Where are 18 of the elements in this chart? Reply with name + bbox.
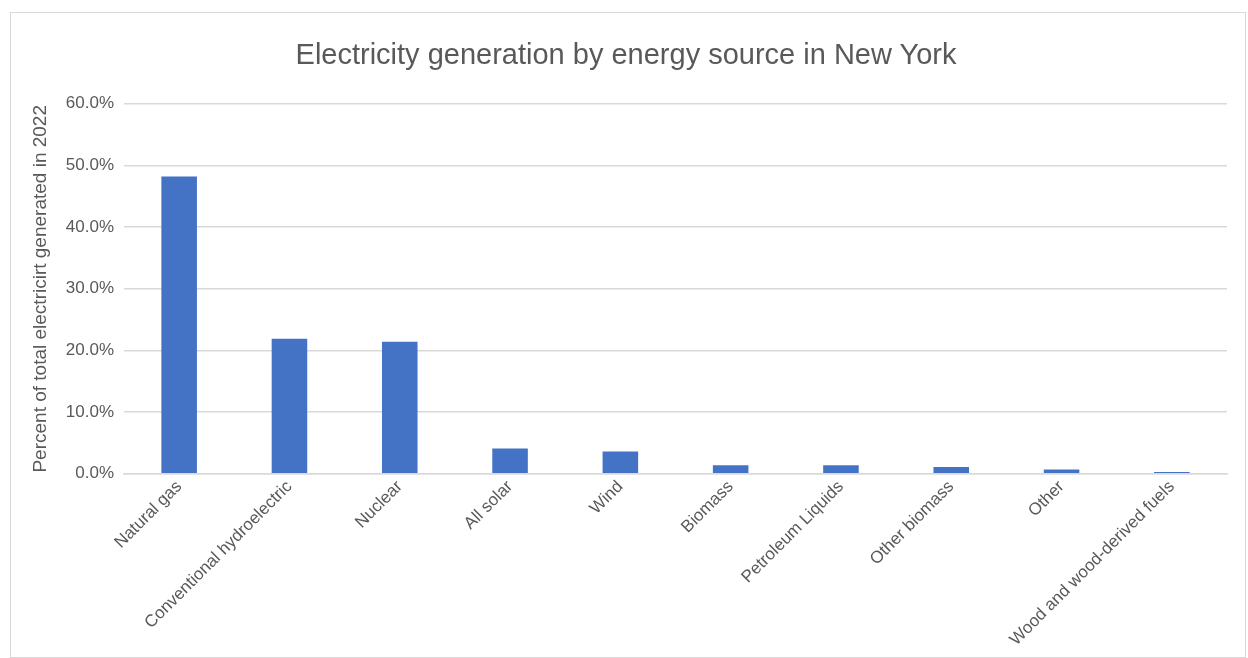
bar [271, 338, 308, 474]
y-tick-label: 20.0% [65, 340, 114, 360]
y-tick-label: 60.0% [65, 93, 114, 113]
bar [381, 341, 418, 474]
bar [1043, 469, 1080, 474]
bar [602, 451, 639, 474]
y-tick-label: 0.0% [75, 463, 114, 483]
y-tick-label: 50.0% [65, 155, 114, 175]
bar [161, 176, 197, 474]
bar [933, 466, 970, 474]
y-tick-label: 40.0% [65, 216, 114, 236]
chart-title: Electricity generation by energy source in New York [295, 38, 957, 71]
bar [712, 465, 749, 474]
y-axis-title: Percent of total electricirt generated in 2022 [28, 105, 50, 473]
y-tick-label: 10.0% [65, 401, 114, 421]
y-tick-label: 30.0% [65, 278, 114, 298]
bar [823, 465, 859, 474]
bar [492, 448, 528, 474]
